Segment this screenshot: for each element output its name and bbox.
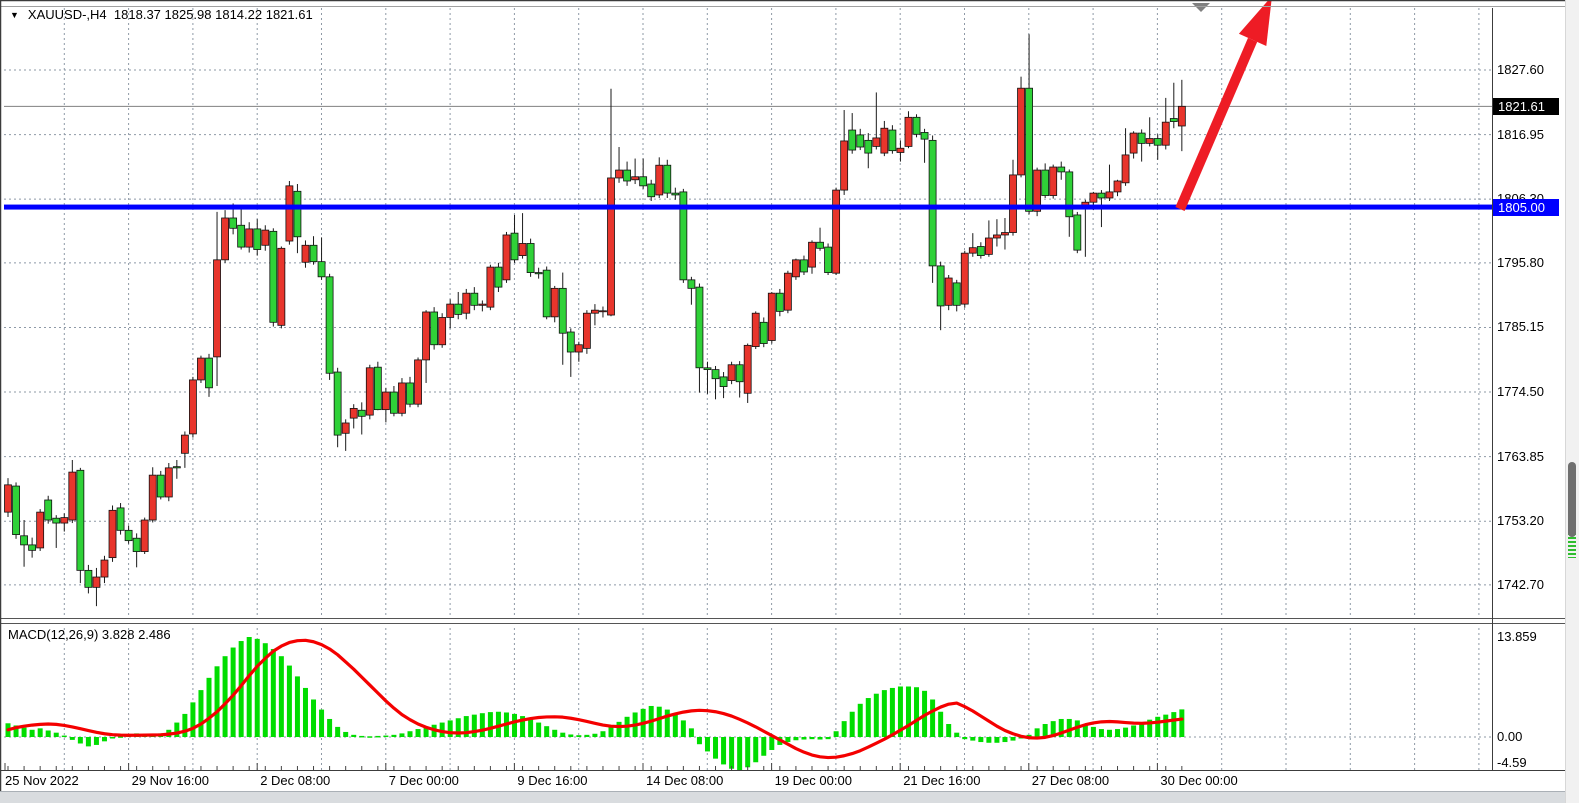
chart-shift-triangle-icon[interactable]: [1192, 3, 1210, 12]
up-arrow-shaft[interactable]: [1175, 37, 1258, 211]
date-axis-label: 2 Dec 08:00: [260, 773, 331, 788]
macd-indicator-label: MACD(12,26,9) 3.828 2.486: [8, 627, 171, 642]
price-axis-label: 1742.70: [1497, 576, 1544, 592]
price-axis-label: 1774.50: [1497, 384, 1544, 400]
date-axis-label: 29 Nov 16:00: [131, 773, 209, 788]
price-axis-label: 1763.85: [1497, 448, 1544, 464]
price-axis-label: 1816.95: [1497, 126, 1544, 142]
macd-axis-label: 0.00: [1497, 729, 1523, 744]
up-arrow-head-icon[interactable]: [1238, 0, 1272, 46]
scrollbar-thumb[interactable]: [1568, 462, 1576, 537]
symbol-timeframe-label: XAUUSD-,H4: [27, 7, 107, 22]
level-price-badge: 1805.00: [1493, 198, 1559, 216]
macd-signal-line: [6, 638, 1184, 760]
date-axis-label: 27 Dec 08:00: [1031, 773, 1110, 788]
scrollbar-track[interactable]: [1565, 0, 1579, 803]
price-axis-label: 1795.80: [1497, 254, 1544, 270]
chart-ohlc-header: ▼ XAUUSD-,H4 1818.37 1825.98 1814.22 1821…: [10, 7, 313, 22]
current-price-badge: 1821.61: [1493, 97, 1559, 115]
horizontal-level-line-1805[interactable]: [4, 204, 1492, 210]
date-axis-label: 7 Dec 00:00: [388, 773, 459, 788]
price-axis-label: 1753.20: [1497, 513, 1544, 529]
ohlc-values-label: 1818.37 1825.98 1814.22 1821.61: [113, 7, 313, 22]
date-axis-label: 14 Dec 08:00: [646, 773, 724, 788]
collapse-triangle-icon[interactable]: ▼: [10, 10, 19, 20]
date-axis-label: 19 Dec 00:00: [774, 773, 852, 788]
window-bottom-edge: [0, 791, 1579, 803]
macd-axis-label: 13.859: [1497, 629, 1537, 644]
date-axis-label: 9 Dec 16:00: [517, 773, 588, 788]
price-axis-label: 1785.15: [1497, 319, 1544, 335]
date-axis-label: 21 Dec 16:00: [903, 773, 981, 788]
price-axis-label: 1827.60: [1497, 62, 1544, 77]
candlestick-series[interactable]: [4, 34, 1186, 607]
time-axis-ticks: [4, 763, 1183, 770]
panel-divider: [0, 617, 1579, 625]
macd-axis-label: -4.59: [1497, 755, 1527, 770]
date-axis-label: 25 Nov 2022: [5, 773, 79, 788]
date-axis-label: 30 Dec 00:00: [1160, 773, 1238, 788]
macd-histogram[interactable]: [5, 637, 1185, 771]
